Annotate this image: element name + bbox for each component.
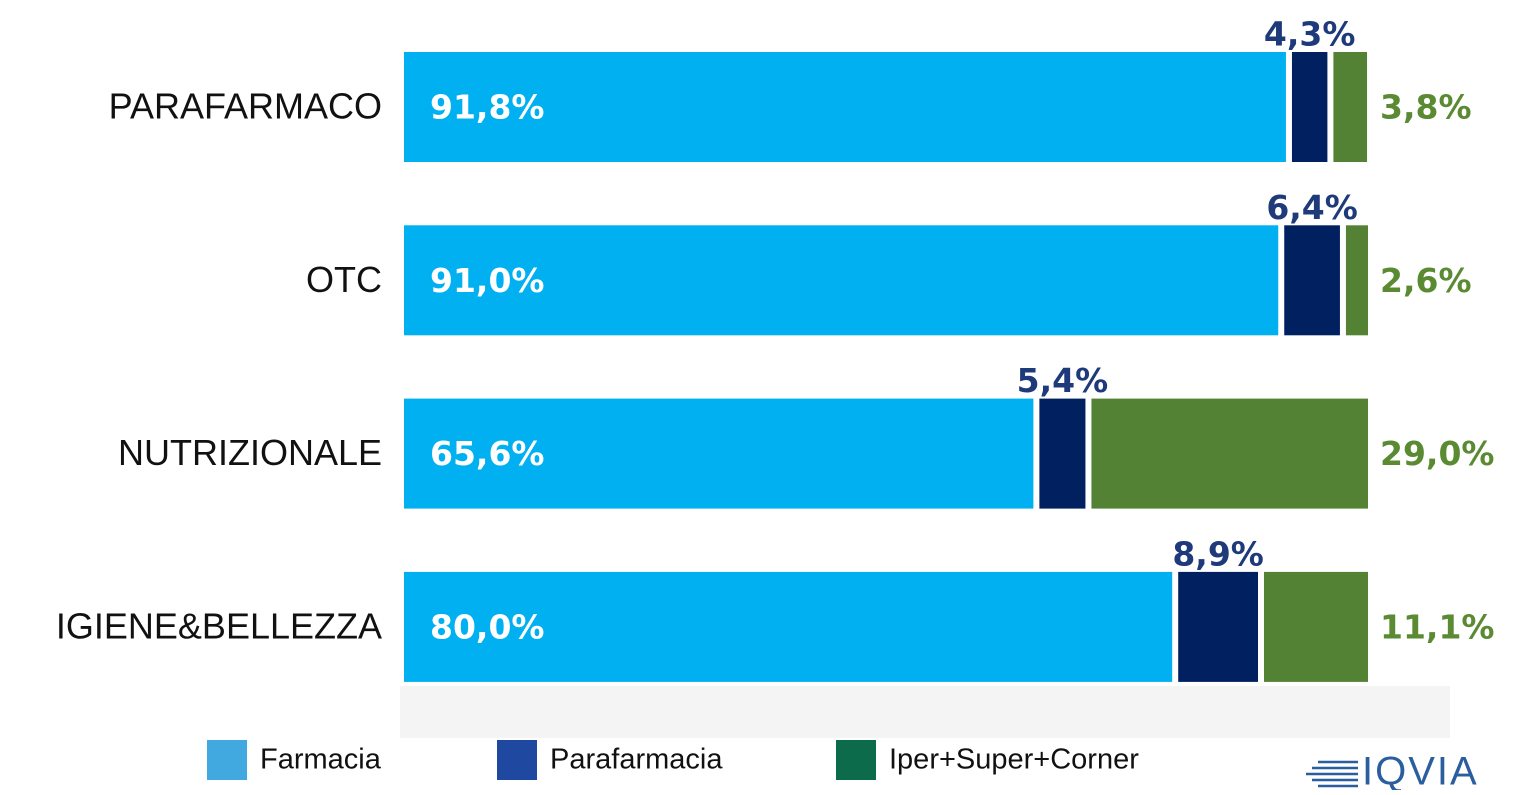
category-label: OTC [306,259,382,300]
value-label: 11,1% [1380,607,1495,646]
value-label: 91,8% [430,88,545,127]
legend-label: Parafarmacia [550,744,723,776]
background-band [400,686,1450,738]
category-label: IGIENE&BELLEZZA [56,605,382,646]
legend-swatch [836,740,876,780]
bar-segment [1345,225,1368,336]
value-label: 6,4% [1266,188,1358,227]
legend-label: Farmacia [260,744,382,776]
bar-segment [404,52,1286,162]
bar-segment [1291,52,1328,162]
bar-segment [404,225,1279,336]
value-label: 91,0% [430,261,545,300]
legend-label: Iper+Super+Corner [889,744,1139,776]
bar-segment [1039,398,1086,509]
bar-segment [404,571,1173,682]
logo: IQVIA [1362,750,1479,790]
category-label: NUTRIZIONALE [118,432,382,473]
value-label: 5,4% [1017,361,1109,400]
value-label: 8,9% [1172,534,1264,573]
value-label: 80,0% [430,607,545,646]
legend-swatch [207,740,247,780]
category-label: PARAFARMACO [109,86,382,127]
value-label: 2,6% [1380,261,1472,300]
bar-segment [1284,225,1340,336]
value-label: 4,3% [1264,15,1356,54]
bar-segment [404,398,1034,509]
value-label: 3,8% [1380,88,1472,127]
value-label: 29,0% [1380,434,1495,473]
bar-segment [1263,571,1368,682]
logo-icon [1306,760,1358,788]
bar-segment [1091,398,1368,509]
bar-segment [1333,52,1368,162]
legend-swatch [497,740,537,780]
bar-segment [1178,571,1258,682]
value-label: 65,6% [430,434,545,473]
